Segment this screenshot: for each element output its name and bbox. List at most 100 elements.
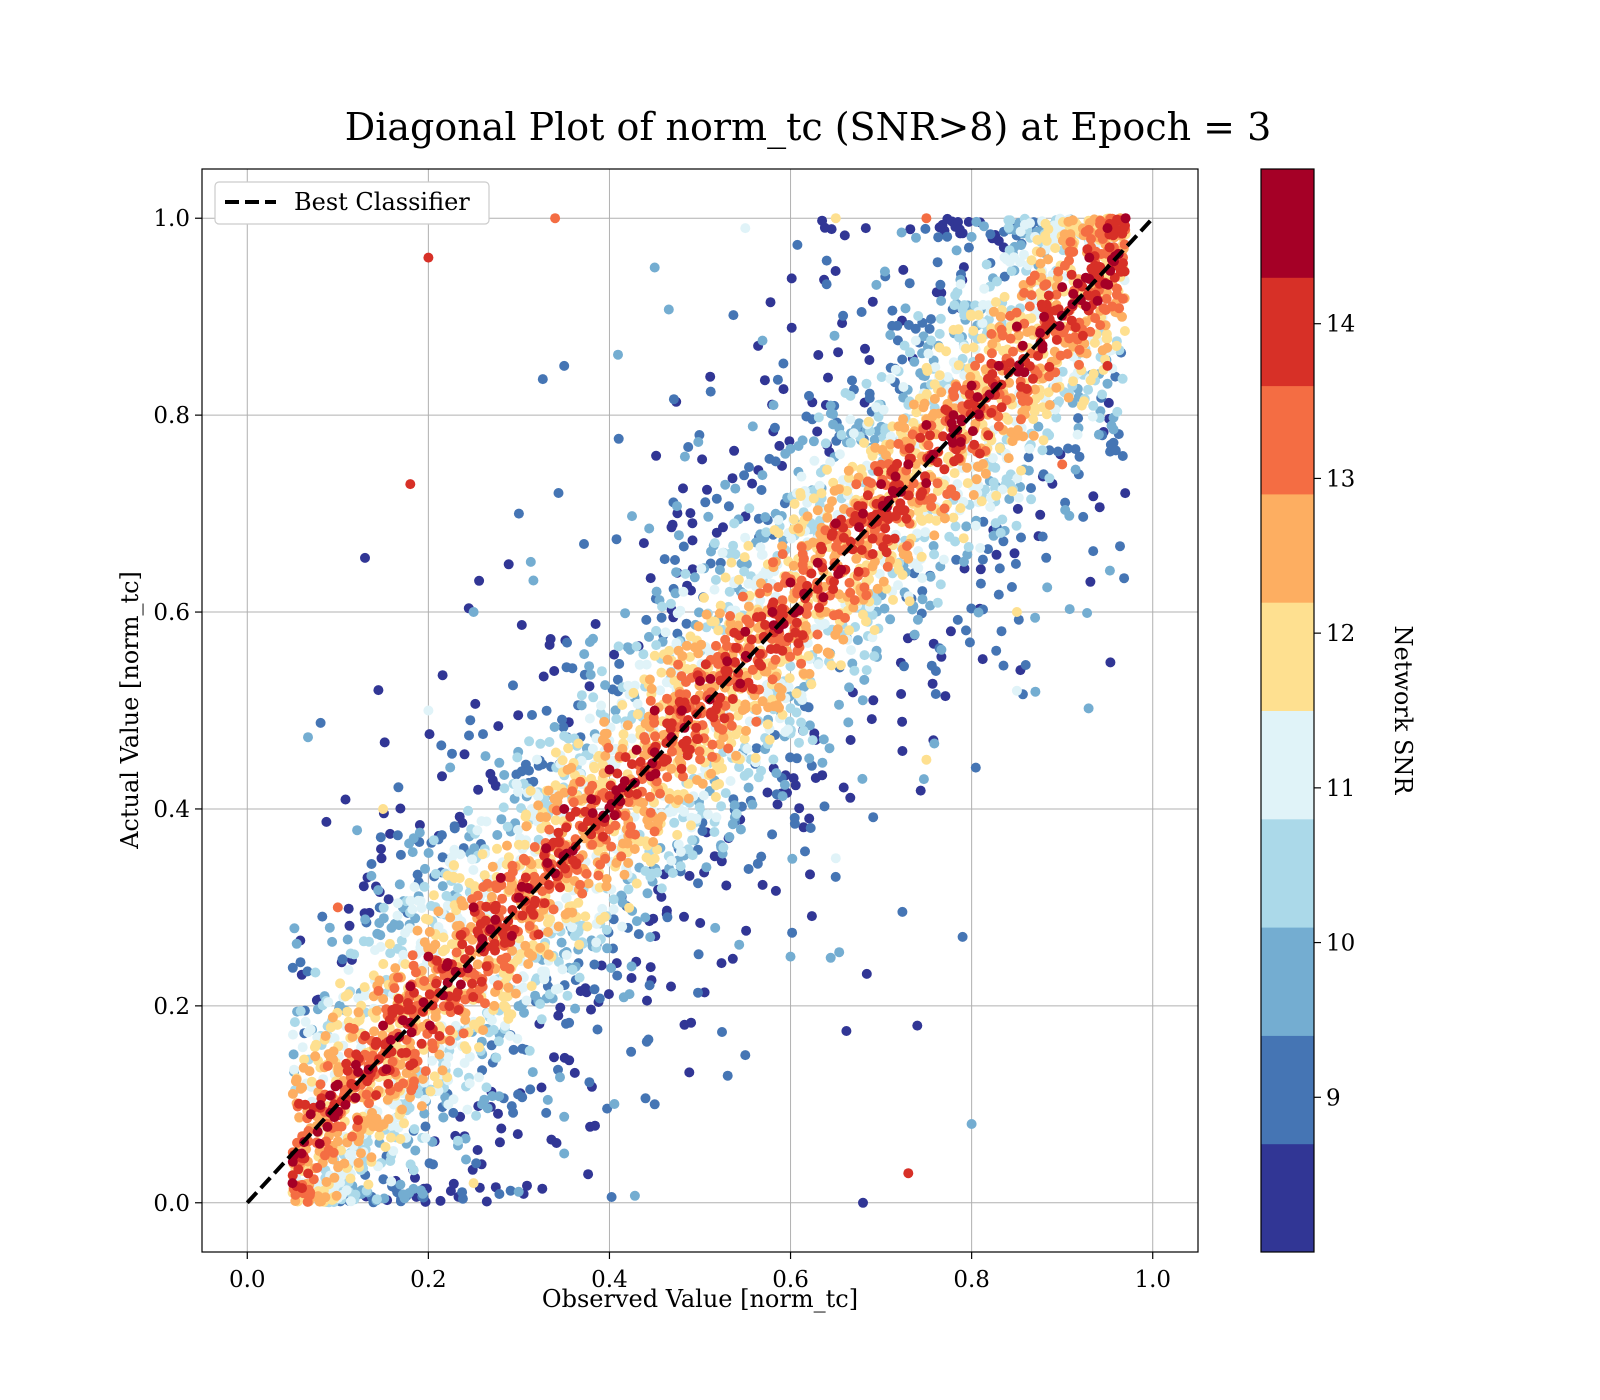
scatter-point (971, 474, 982, 485)
scatter-point (709, 584, 720, 595)
scatter-point (923, 440, 934, 451)
scatter-point (997, 484, 1008, 495)
scatter-point (909, 629, 920, 640)
scatter-point (640, 866, 651, 876)
scatter-point (343, 989, 354, 1000)
scatter-point (987, 453, 998, 464)
scatter-point (524, 765, 534, 776)
scatter-point (511, 778, 522, 789)
scatter-point (548, 904, 559, 915)
scatter-point (600, 680, 611, 691)
scatter-point (664, 807, 675, 818)
scatter-point (371, 1090, 382, 1101)
scatter-point (508, 680, 518, 691)
scatter-point (867, 609, 878, 620)
scatter-point (667, 868, 678, 878)
scatter-point (793, 523, 804, 534)
scatter-point (848, 602, 859, 613)
scatter-point (912, 614, 923, 625)
scatter-point (911, 407, 922, 418)
scatter-point (890, 364, 901, 375)
scatter-point (656, 667, 667, 678)
scatter-point (829, 610, 839, 621)
scatter-point (1080, 226, 1091, 237)
scatter-point (1097, 345, 1108, 356)
scatter-point (825, 400, 836, 411)
scatter-point (723, 501, 734, 512)
scatter-point (486, 1015, 497, 1026)
scatter-point (493, 721, 504, 732)
scatter-point (934, 328, 945, 339)
scatter-point (289, 923, 300, 934)
scatter-point (994, 563, 1005, 574)
scatter-point (727, 953, 738, 964)
scatter-point (825, 952, 836, 963)
scatter-point (678, 771, 688, 782)
scatter-point (364, 936, 374, 947)
scatter-point (845, 792, 856, 803)
scatter-point (747, 478, 758, 489)
scatter-point (482, 1103, 493, 1114)
scatter-point (1008, 346, 1018, 357)
scatter-point (398, 1078, 409, 1089)
scatter-point (366, 1152, 377, 1163)
scatter-point (790, 780, 801, 791)
scatter-point (373, 885, 384, 896)
scatter-point (798, 553, 809, 564)
scatter-point (481, 1082, 492, 1093)
scatter-point (531, 973, 542, 984)
scatter-point (917, 586, 928, 597)
scatter-point (851, 479, 862, 490)
scatter-point (468, 992, 479, 1002)
scatter-point (778, 358, 789, 369)
scatter-point (474, 1072, 484, 1083)
scatter-point (859, 650, 870, 661)
scatter-point (371, 1113, 382, 1124)
scatter-point (1041, 409, 1052, 420)
scatter-point (951, 381, 962, 392)
scatter-point (728, 540, 739, 551)
scatter-point (676, 763, 687, 774)
scatter-point (1016, 532, 1026, 543)
scatter-point (925, 600, 936, 611)
scatter-point (1000, 412, 1011, 423)
scatter-point (541, 705, 552, 716)
scatter-point (696, 563, 707, 574)
scatter-point (375, 930, 386, 941)
scatter-point (443, 1099, 454, 1110)
scatter-point (764, 453, 775, 464)
scatter-point (973, 310, 984, 321)
scatter-point (885, 373, 896, 384)
scatter-point (791, 617, 802, 628)
scatter-point (1064, 246, 1075, 257)
scatter-point (535, 738, 546, 749)
scatter-point (553, 1010, 564, 1021)
scatter-point (513, 1186, 524, 1197)
scatter-point (342, 1065, 353, 1076)
scatter-point (672, 608, 683, 619)
scatter-point (452, 1135, 463, 1146)
scatter-point (1030, 393, 1041, 404)
scatter-point (393, 972, 403, 983)
scatter-point (409, 1076, 419, 1087)
scatter-point (655, 685, 666, 696)
scatter-point (417, 1188, 428, 1199)
scatter-point (404, 1102, 415, 1113)
scatter-point (980, 468, 991, 479)
scatter-point (990, 297, 1001, 308)
scatter-point (1029, 270, 1040, 281)
scatter-point (650, 731, 661, 742)
scatter-point (998, 660, 1009, 671)
scatter-point (942, 231, 953, 242)
scatter-point (324, 922, 335, 933)
scatter-point (1073, 413, 1084, 424)
scatter-point (1035, 509, 1046, 520)
scatter-point (671, 567, 682, 578)
scatter-point (670, 588, 681, 599)
scatter-point (533, 791, 544, 802)
scatter-point (620, 810, 630, 821)
scatter-point (1087, 411, 1098, 422)
scatter-point (828, 409, 838, 420)
scatter-point (1088, 400, 1099, 411)
scatter-point (291, 1074, 302, 1085)
